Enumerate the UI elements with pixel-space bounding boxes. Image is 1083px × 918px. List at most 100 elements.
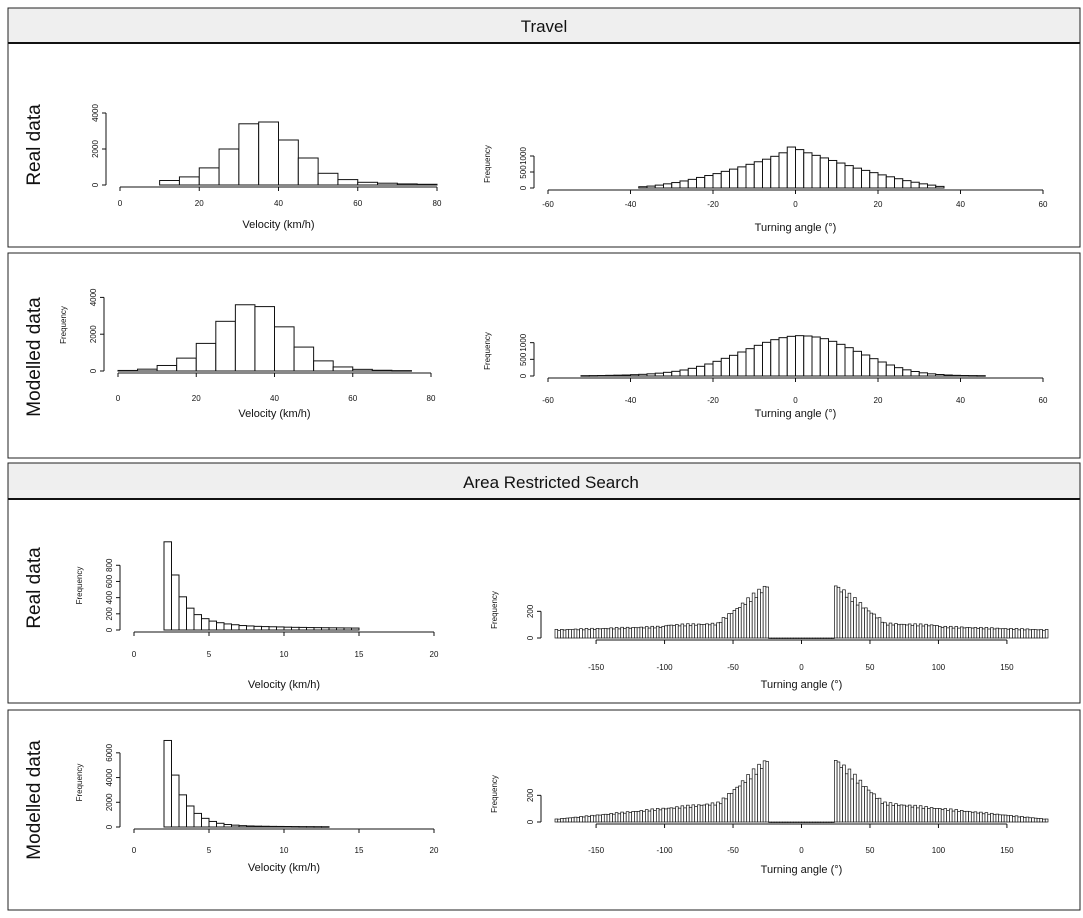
chart-5-bar: [735, 608, 739, 639]
chart-4-x-label: Velocity (km/h): [248, 679, 320, 691]
chart-5-bar: [809, 637, 813, 639]
chart-1-bar: [704, 175, 714, 189]
chart-7-bar: [576, 817, 581, 823]
chart-7-bar: [823, 821, 827, 823]
chart-5-bar: [653, 627, 657, 639]
chart-5-bar: [801, 637, 805, 639]
chart-5-bar: [571, 629, 575, 639]
chart-1-bar: [902, 180, 912, 189]
chart-7-bar: [738, 785, 742, 823]
chart-5-bar: [716, 622, 720, 639]
chart-0-bar: [238, 123, 260, 186]
chart-7-bar: [727, 793, 731, 823]
chart-5-bar: [762, 585, 767, 639]
chart-5-bar: [628, 627, 633, 639]
chart-7-bar: [680, 805, 685, 823]
chart-7-x-label: Turning angle (°): [761, 864, 843, 876]
chart-5-bar: [940, 627, 945, 639]
chart-4-bar: [178, 596, 187, 631]
chart-1-bar: [654, 184, 664, 189]
chart-3-x-tick-label: 20: [874, 396, 883, 405]
chart-7-bar: [954, 809, 958, 823]
chart-3-x-tick-label: 60: [1039, 396, 1048, 405]
chart-7-bar: [686, 804, 690, 823]
chart-4-bar: [321, 627, 330, 631]
chart-7-bar: [636, 811, 641, 823]
chart-5-bar: [853, 597, 857, 639]
chart-7-bar: [1033, 817, 1038, 823]
chart-7-bar: [825, 821, 830, 823]
chart-6-bar: [276, 825, 285, 828]
chart-5-bar: [699, 624, 704, 639]
chart-1-bar: [646, 185, 656, 189]
chart-5-bar: [781, 637, 786, 639]
chart-0-x-tick-label: 80: [433, 199, 442, 208]
chart-5-bar: [1014, 628, 1019, 639]
chart-2-bar: [313, 360, 334, 372]
chart-1-x-tick-label: 60: [1039, 200, 1048, 209]
chart-5-bar: [773, 637, 778, 639]
chart-1-y-label: Frequency: [483, 145, 492, 183]
chart-7-bar: [710, 802, 715, 823]
chart-7-bar: [757, 763, 761, 823]
chart-5-x-tick-label: 150: [1000, 663, 1014, 672]
chart-1-bar: [729, 168, 739, 189]
chart-3-bar: [894, 367, 904, 377]
chart-5-bar: [729, 613, 734, 639]
chart-5-bar: [850, 601, 854, 639]
travel-header-box: [7, 7, 1081, 44]
chart-5-bar: [981, 628, 986, 639]
chart-7-bar: [836, 761, 841, 823]
chart-7-bar: [795, 821, 800, 823]
chart-7-bar: [872, 793, 876, 823]
chart-1-bar: [918, 183, 928, 189]
chart-4-bar: [351, 627, 360, 631]
chart-5-bar: [666, 624, 671, 639]
chart-7-bar: [957, 811, 961, 823]
panel-ars-real: [7, 498, 1081, 704]
chart-0-bar: [416, 183, 438, 186]
chart-7-bar: [924, 806, 928, 823]
chart-2-bar: [352, 368, 373, 372]
chart-3-x-tick-label: 40: [956, 396, 965, 405]
chart-5-bar: [579, 628, 583, 639]
chart-5-bar: [779, 637, 783, 639]
chart-5-bar: [554, 628, 559, 639]
chart-7-bar: [792, 821, 797, 823]
chart-2-bar: [274, 326, 295, 372]
panel-travel-modelled: [7, 252, 1081, 459]
chart-7-bar: [814, 821, 819, 823]
chart-5-bar: [705, 623, 709, 639]
chart-5-bar: [768, 637, 772, 639]
chart-5-bar: [894, 623, 898, 639]
chart-3-bar: [630, 374, 640, 377]
chart-3-bar: [646, 373, 656, 377]
chart-3-bar: [679, 369, 689, 377]
chart-6-bar: [201, 817, 210, 828]
chart-3-bar: [844, 347, 854, 377]
chart-1-bar: [844, 165, 854, 189]
chart-7-bar: [869, 792, 874, 823]
chart-5-bar: [962, 627, 967, 639]
chart-7-bar: [784, 821, 789, 823]
chart-4-y-tick-label: 800: [105, 558, 114, 572]
chart-5-bar: [814, 637, 819, 639]
chart-5-bar: [760, 592, 764, 639]
chart-5-y-tick-label: 0: [526, 635, 535, 640]
chart-3-bar: [770, 339, 780, 377]
chart-7-bar: [1036, 818, 1041, 823]
chart-3-bar: [795, 335, 805, 377]
chart-5-bar: [582, 629, 586, 639]
chart-2-bar: [176, 357, 197, 372]
chart-5-bar: [970, 627, 975, 639]
chart-4-bar: [163, 541, 172, 631]
chart-3-y-tick-label: 1000: [519, 333, 528, 351]
chart-7-bar: [981, 813, 986, 823]
ars-header-box: [7, 462, 1081, 500]
chart-5-bar: [1012, 629, 1016, 639]
chart-5-bar: [740, 602, 745, 639]
chart-5-bar: [987, 628, 991, 639]
chart-5-bar: [625, 626, 630, 639]
chart-5-bar: [951, 627, 956, 639]
